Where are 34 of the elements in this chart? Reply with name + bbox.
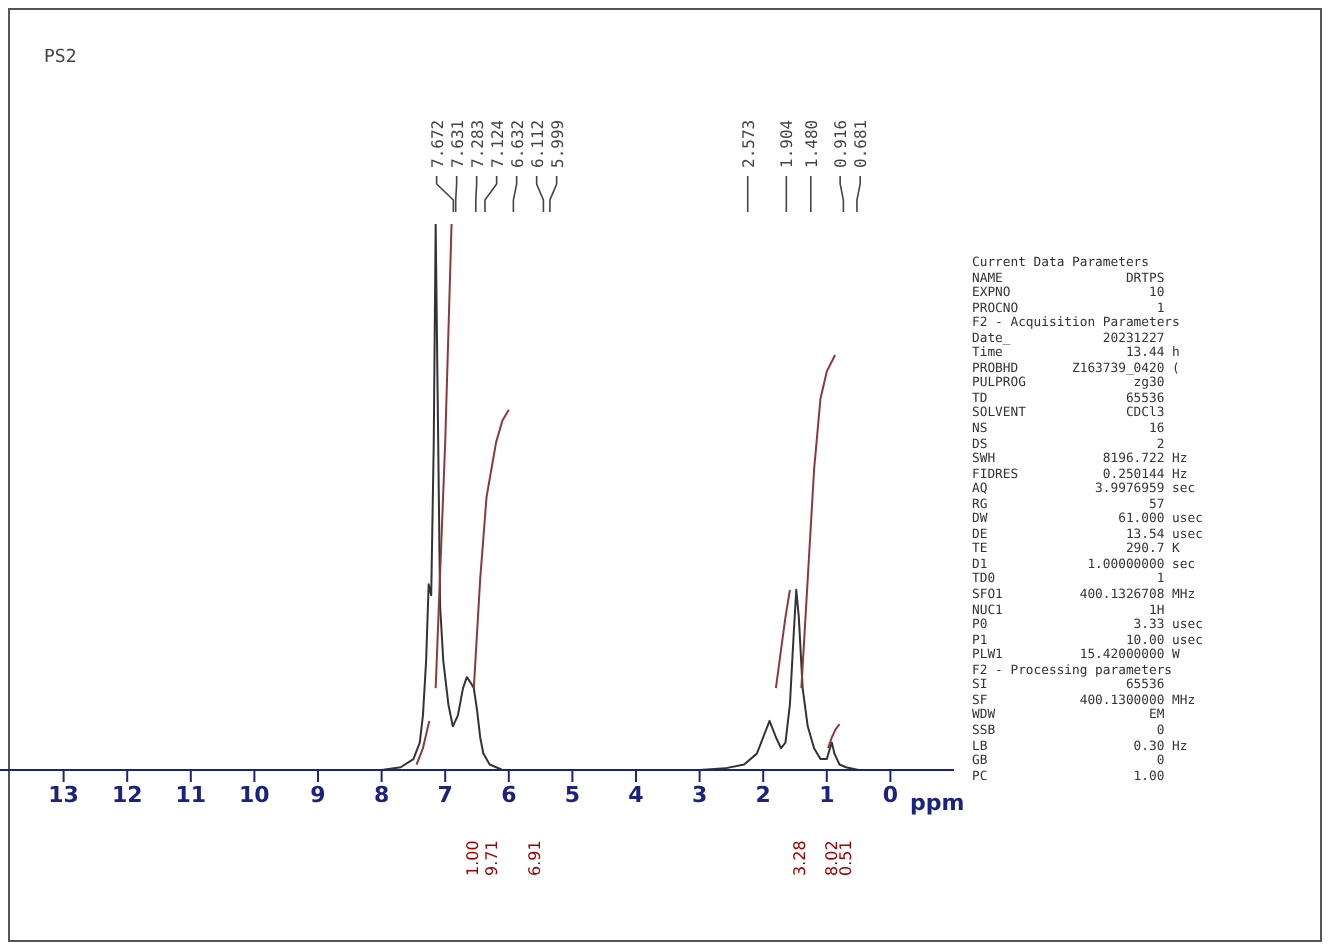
x-tick-label: 1 — [819, 781, 835, 808]
text: 9.71 — [482, 840, 501, 876]
x-tick-label: 0 — [882, 781, 899, 808]
text: 7.631 — [448, 119, 467, 168]
x-tick-label: 11 — [175, 781, 207, 808]
x-tick-label: 8 — [373, 781, 390, 808]
text: 3.28 — [790, 840, 809, 876]
x-tick-label: 6 — [501, 781, 518, 808]
text: 5.999 — [548, 119, 567, 168]
text: 8.02 — [822, 840, 841, 876]
x-tick-label: 13 — [48, 781, 79, 808]
x-tick-label: 3 — [691, 781, 708, 808]
x-tick-label: 12 — [111, 781, 143, 808]
x-tick-label: 7 — [437, 781, 453, 808]
text: 0.916 — [832, 119, 851, 168]
x-tick-label: 4 — [628, 781, 645, 808]
x-tick-label: 2 — [755, 781, 771, 808]
text: 1.480 — [802, 119, 821, 168]
text: 0.51 — [836, 840, 855, 876]
text: 7.672 — [428, 119, 447, 168]
text: 7.283 — [468, 119, 487, 168]
text: 2.573 — [739, 119, 758, 168]
text: 7.124 — [488, 119, 507, 168]
x-tick-label: 5 — [564, 781, 581, 808]
x-tick-label: 10 — [239, 781, 271, 808]
text: 1.904 — [778, 119, 797, 168]
chart-title: PS2 — [44, 48, 77, 68]
text: 1.00 — [463, 840, 482, 876]
text: 6.91 — [525, 840, 544, 876]
text: 0.681 — [852, 119, 871, 168]
text: 6.112 — [528, 119, 547, 168]
text: 6.632 — [508, 119, 527, 168]
x-tick-label: 9 — [310, 781, 326, 808]
x-axis-title: ppm — [910, 790, 965, 816]
